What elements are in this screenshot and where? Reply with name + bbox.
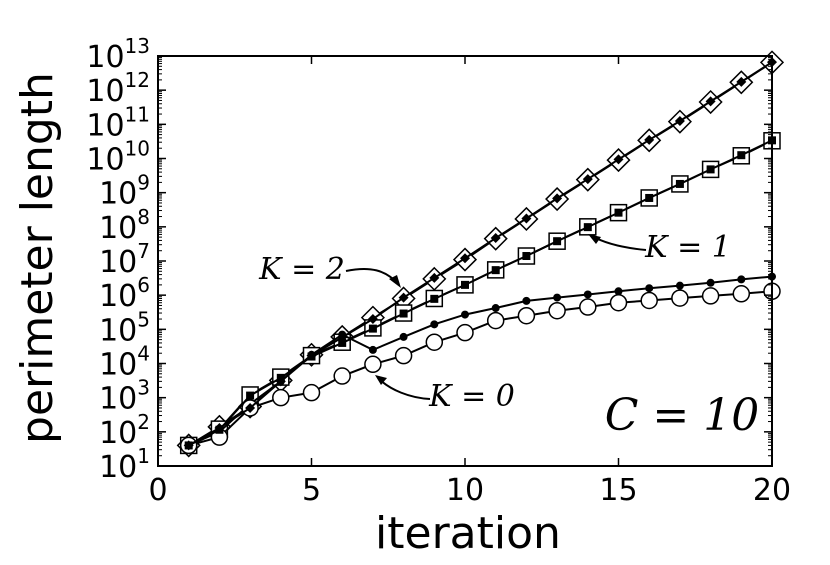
arrow-heads [375,234,601,385]
arrow-k0 [377,377,431,400]
data-point [486,311,505,330]
data-point [491,304,500,313]
x-tick-label: 5 [302,473,321,508]
data-point [553,293,562,302]
data-point [552,193,563,204]
data-point [367,314,378,325]
data-point [579,298,597,316]
arrow-k2 [345,267,399,285]
series-line [188,61,773,447]
data-point [430,294,439,303]
data-point [429,272,440,283]
y-axis-title: perimeter length [12,72,63,444]
data-point [706,165,715,174]
series-square-filled [184,136,776,450]
data-point [394,346,413,365]
data-point [399,332,408,341]
arrowhead-k0 [375,375,387,385]
data-point [364,355,382,374]
x-tick-label: 0 [148,473,167,508]
arrowhead-k1 [588,234,601,244]
data-point [548,301,566,320]
data-point [491,266,500,275]
data-point [368,324,377,333]
data-point [215,425,224,434]
series-layer [176,50,785,458]
axes-layer: 0 5 10 15 2010110210310410510610710810910101… [86,34,791,508]
y-tick-label: 1012 [86,68,150,109]
y-tick-label: 1010 [86,137,150,178]
data-point [246,391,255,400]
data-point [614,287,623,296]
y-tick-label: 1011 [86,102,150,143]
data-point [705,96,716,107]
data-point [307,352,316,361]
data-point [490,233,501,244]
data-point [583,223,592,232]
data-point [613,154,624,165]
data-point [645,284,654,293]
series-circle-open [179,282,781,455]
data-point [645,193,654,202]
data-point [522,252,531,261]
data-point [460,253,470,264]
data-point [732,285,751,303]
x-tick-label: 20 [753,473,791,508]
data-point [737,275,746,284]
y-tick-label: 109 [99,171,150,212]
data-point [582,174,593,185]
data-point [644,134,655,145]
data-point [609,293,628,312]
annotation-k2-label: K = 2 [258,252,345,287]
y-tick-label: 1013 [86,34,150,75]
data-point [338,338,347,347]
y-tick-label: 102 [99,410,150,451]
data-point [272,388,290,407]
data-point [456,323,474,342]
data-point [333,367,351,385]
data-point [736,76,747,87]
panel-label: C = 10 [605,390,760,441]
data-point [553,237,562,246]
data-point [398,292,409,303]
y-tick-label: 105 [99,307,150,348]
y-tick-label: 108 [99,205,150,246]
data-point [640,291,658,310]
data-point [737,151,746,160]
data-point [583,290,592,299]
data-point [245,402,256,413]
data-point [522,296,531,305]
data-point [425,333,444,351]
arrowhead-k2 [389,275,401,288]
data-point [671,289,689,307]
data-point [674,116,685,127]
annotation-k1-label: K = 1 [644,230,731,265]
data-point [461,310,469,319]
data-point [614,208,623,217]
y-tick-label: 101 [99,444,150,485]
y-tick-label: 103 [99,376,150,417]
x-tick-label: 10 [446,473,484,508]
series-line [188,139,773,447]
data-point [302,383,321,402]
data-point [430,320,439,329]
data-point [675,281,684,290]
data-point [399,309,408,318]
data-point [368,345,377,354]
data-point [461,280,469,289]
y-tick-label: 104 [99,342,150,383]
y-tick-label: 106 [99,273,150,314]
data-point [517,306,536,325]
data-point [706,278,715,287]
x-tick-label: 15 [599,473,637,508]
x-axis-title: iteration [375,508,561,559]
data-point [675,179,684,188]
data-point [276,373,285,382]
data-point [701,287,720,305]
data-point [184,441,193,450]
annotation-k0-label: K = 0 [428,379,515,414]
y-tick-label: 107 [99,239,150,280]
data-point [521,213,532,224]
